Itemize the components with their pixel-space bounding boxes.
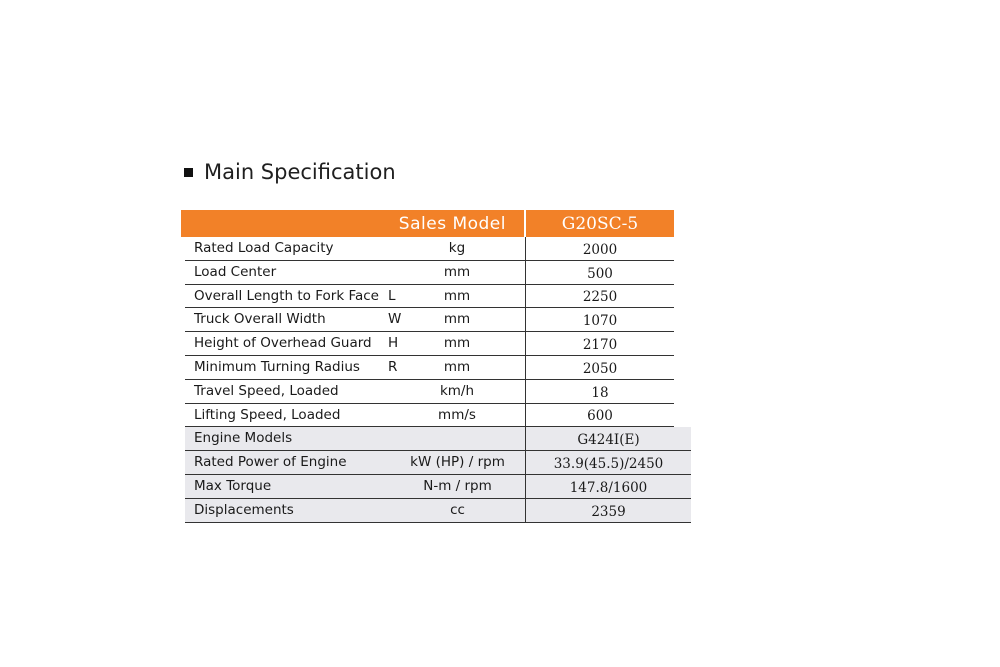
table-row: Load Center mm 500: [185, 260, 674, 285]
table-row: Minimum Turning Radius R mm 2050: [185, 355, 674, 380]
row-unit: cc: [450, 501, 465, 518]
row-label: Truck Overall Width: [194, 311, 326, 328]
row-symbol: W: [388, 311, 402, 328]
row-label: Lifting Speed, Loaded: [194, 406, 341, 423]
table-row: Truck Overall Width W mm 1070: [185, 308, 674, 333]
row-unit: mm: [443, 311, 471, 328]
table-row-engine: Engine Models G424I(E): [185, 427, 691, 452]
table-row: Height of Overhead Guard H mm 2170: [185, 332, 674, 356]
row-value: 2050: [582, 360, 618, 377]
row-label: Travel Speed, Loaded: [194, 382, 339, 399]
row-label: Load Center: [194, 263, 277, 280]
table-row: Overall Length to Fork Face L mm 2250: [185, 284, 674, 309]
row-unit: kW (HP) / rpm: [410, 454, 505, 471]
spec-table: Sales Model G20SC-5 Rated Load Capacity …: [181, 210, 691, 523]
row-label: Rated Power of Engine: [194, 454, 347, 471]
header-model-name: G20SC-5: [561, 213, 639, 234]
table-row-engine: Max Torque N-m / rpm 147.8/1600: [185, 474, 691, 499]
row-unit: mm/s: [438, 406, 476, 423]
row-value: 2250: [582, 289, 618, 306]
row-symbol: R: [388, 358, 398, 375]
row-label: Minimum Turning Radius: [194, 358, 360, 375]
row-unit: mm: [443, 335, 471, 352]
row-unit: kg: [448, 240, 466, 256]
row-label: Overall Length to Fork Face: [194, 287, 379, 304]
section-heading: Main Specification: [184, 160, 396, 184]
row-value: 600: [587, 408, 613, 425]
row-value: 1070: [582, 313, 618, 330]
row-value: 147.8/1600: [526, 474, 691, 498]
row-unit: km/h: [439, 382, 475, 399]
row-label: Rated Load Capacity: [194, 240, 334, 256]
section-title: Main Specification: [204, 160, 396, 184]
table-row: Rated Load Capacity kg 2000: [185, 237, 674, 261]
row-value: 33.9(45.5)/2450: [526, 451, 691, 474]
row-value: G424I(E): [526, 427, 691, 451]
header-sales-model: Sales Model: [181, 210, 526, 237]
row-value: 2359: [526, 498, 691, 522]
table-row-engine: Displacements cc 2359: [185, 498, 691, 523]
row-value: 2170: [582, 337, 618, 354]
row-unit: mm: [443, 263, 471, 280]
table-row: Travel Speed, Loaded km/h 18: [185, 379, 674, 404]
table-row-engine: Rated Power of Engine kW (HP) / rpm 33.9…: [185, 451, 691, 475]
row-label: Height of Overhead Guard: [194, 335, 372, 352]
row-label: Displacements: [194, 501, 294, 518]
row-value: 18: [591, 384, 609, 401]
table-header: Sales Model G20SC-5: [181, 210, 674, 237]
row-symbol: H: [388, 335, 399, 352]
row-label: Engine Models: [194, 430, 293, 447]
row-label: Max Torque: [194, 477, 272, 494]
row-value: 2000: [582, 241, 618, 258]
row-unit: mm: [443, 287, 471, 304]
table-row: Lifting Speed, Loaded mm/s 600: [185, 403, 674, 428]
row-unit: mm: [443, 358, 471, 375]
row-value: 500: [587, 265, 613, 282]
square-bullet-icon: [184, 167, 193, 177]
row-symbol: L: [388, 287, 396, 304]
row-unit: N-m / rpm: [423, 477, 492, 494]
